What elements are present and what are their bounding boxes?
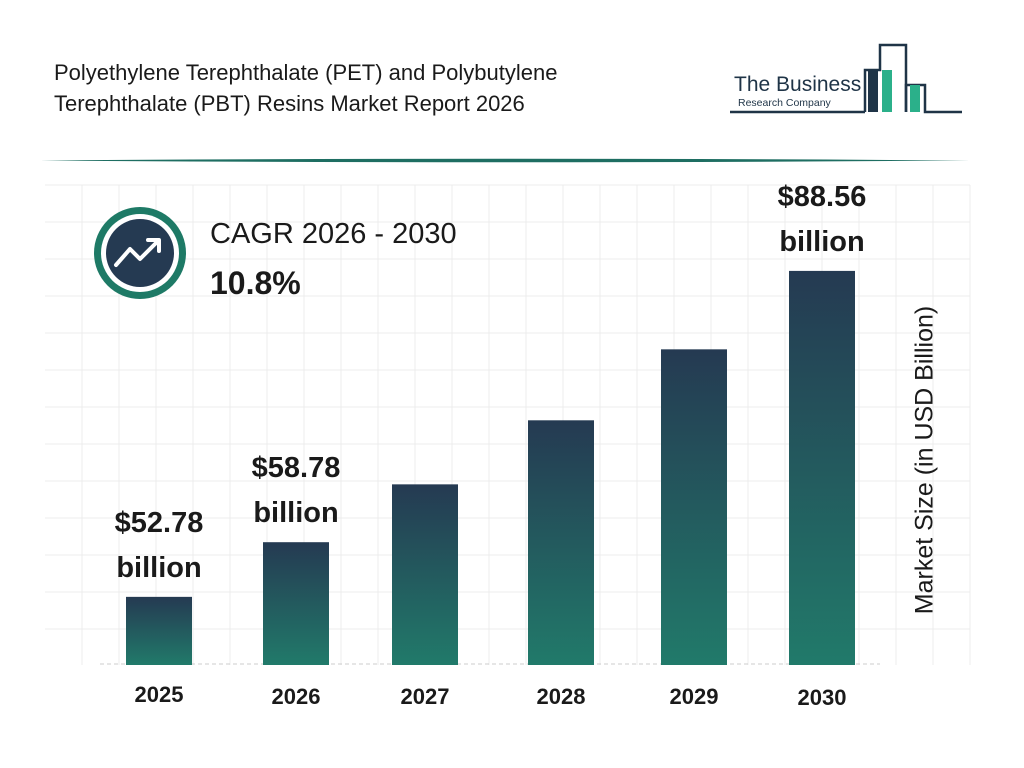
bar-2026 bbox=[263, 542, 329, 665]
cagr-badge bbox=[94, 207, 186, 299]
data-label-unit: billion bbox=[253, 497, 338, 529]
x-tick-label: 2028 bbox=[537, 684, 586, 709]
chart-title: Polyethylene Terephthalate (PET) and Pol… bbox=[54, 57, 694, 119]
y-axis-label: Market Size (in USD Billion) bbox=[910, 305, 939, 615]
trend-up-icon bbox=[114, 238, 161, 267]
data-label: $88.56 bbox=[778, 181, 867, 213]
x-tick-label: 2025 bbox=[135, 682, 184, 707]
title-line-1: Polyethylene Terephthalate (PET) and Pol… bbox=[54, 60, 558, 85]
bar-2027 bbox=[392, 484, 458, 665]
logo-text-sub: Research Company bbox=[738, 97, 831, 109]
logo-buildings-icon bbox=[730, 43, 962, 114]
bar-2029 bbox=[661, 349, 727, 665]
bar-2025 bbox=[126, 596, 192, 665]
data-label: $52.78 bbox=[115, 507, 204, 539]
company-logo: The Business Research Company bbox=[730, 40, 970, 120]
data-label-unit: billion bbox=[116, 552, 201, 584]
x-tick-label: 2027 bbox=[401, 684, 450, 709]
bar-2028 bbox=[528, 420, 594, 665]
data-label: $58.78 bbox=[252, 452, 341, 484]
x-tick-label: 2026 bbox=[272, 684, 321, 709]
cagr-value: 10.8% bbox=[210, 265, 301, 301]
header-divider bbox=[40, 158, 970, 163]
data-label-unit: billion bbox=[779, 226, 864, 258]
logo-text-main: The Business bbox=[734, 73, 862, 96]
bar-2030 bbox=[789, 270, 855, 665]
title-line-2: Terephthalate (PBT) Resins Market Report… bbox=[54, 91, 525, 116]
cagr-label: CAGR 2026 - 2030 bbox=[210, 218, 457, 250]
x-tick-label: 2029 bbox=[670, 684, 719, 709]
x-tick-label: 2030 bbox=[798, 685, 847, 710]
